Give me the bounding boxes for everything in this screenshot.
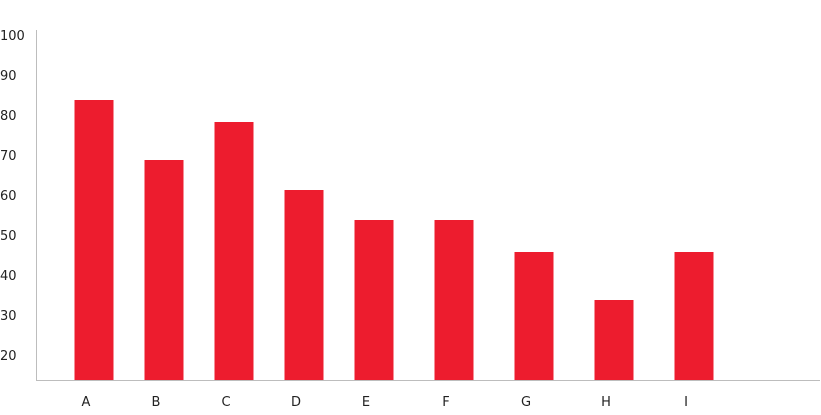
bar-g (514, 252, 554, 380)
x-tick-label-f: F (442, 395, 449, 410)
bar-a (74, 100, 114, 380)
y-tick-label-70: 70 (0, 149, 17, 164)
y-tick-label-30: 30 (0, 309, 17, 324)
x-tick-label-g: G (521, 395, 531, 410)
y-tick-label-40: 40 (0, 269, 17, 284)
x-tick-label-c: C (221, 395, 230, 410)
y-tick-label-20: 20 (0, 349, 17, 364)
bar-b (144, 160, 184, 380)
x-tick-label-b: B (152, 395, 161, 410)
bar-d (284, 190, 324, 380)
bar-h (594, 300, 634, 380)
bars (74, 100, 714, 380)
x-tick-label-e: E (362, 395, 370, 410)
x-axis-tick-labels: A B C D E F G H I (82, 395, 688, 410)
x-tick-label-d: D (291, 395, 301, 410)
y-tick-label-80: 80 (0, 109, 17, 124)
y-axis-tick-labels: 20 30 40 50 60 70 80 90 100 (0, 29, 25, 364)
y-tick-label-60: 60 (0, 189, 17, 204)
y-tick-label-100: 100 (0, 29, 25, 44)
bar-e (354, 220, 394, 380)
x-tick-label-a: A (82, 395, 91, 410)
x-tick-label-h: H (601, 395, 611, 410)
bar-i (674, 252, 714, 380)
bar-c (214, 122, 254, 380)
bar-f (434, 220, 474, 380)
y-tick-label-50: 50 (0, 229, 17, 244)
y-tick-label-90: 90 (0, 69, 17, 84)
x-tick-label-i: I (684, 395, 688, 410)
